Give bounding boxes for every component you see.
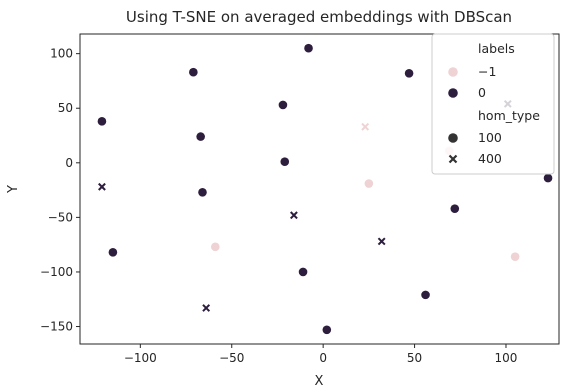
x-axis: −100 −50 0 50 100 bbox=[124, 344, 518, 365]
data-point bbox=[278, 100, 288, 110]
y-tick-label: 50 bbox=[58, 101, 73, 115]
data-point bbox=[280, 157, 290, 167]
plot-area-frame bbox=[79, 33, 560, 345]
data-point bbox=[304, 43, 313, 53]
legend-hue-title: labels bbox=[478, 41, 515, 56]
x-tick-label: −50 bbox=[219, 351, 244, 365]
legend-label-0: 0 bbox=[478, 85, 486, 100]
y-axis: −150 −100 −50 0 50 100 bbox=[40, 47, 80, 334]
data-point-x bbox=[361, 122, 370, 131]
data-point bbox=[510, 252, 520, 261]
x-tick-label: 50 bbox=[407, 351, 422, 365]
x-tick-label: 100 bbox=[495, 351, 518, 365]
data-point bbox=[364, 179, 374, 188]
legend-frame bbox=[431, 33, 555, 175]
y-axis-title: Y bbox=[6, 185, 21, 194]
data-point bbox=[189, 67, 198, 77]
data-point-x bbox=[98, 182, 106, 191]
legend: labels −1 0 hom_type 100 400 bbox=[431, 33, 555, 175]
data-point bbox=[196, 132, 205, 141]
data-point bbox=[210, 242, 220, 252]
data-point bbox=[97, 117, 107, 126]
y-tick-label: 100 bbox=[50, 47, 73, 61]
data-point bbox=[108, 248, 118, 257]
data-point-x bbox=[377, 237, 386, 246]
legend-label-neg1: −1 bbox=[478, 64, 496, 79]
legend-marker-circle bbox=[448, 133, 458, 143]
data-point-x bbox=[289, 211, 298, 220]
x-tick-label: 0 bbox=[319, 351, 327, 365]
y-tick-label: 0 bbox=[65, 156, 73, 170]
data-point bbox=[421, 290, 430, 300]
data-point bbox=[298, 267, 308, 277]
legend-style-400: 400 bbox=[478, 151, 502, 166]
data-point bbox=[198, 187, 207, 197]
data-point bbox=[404, 68, 414, 78]
y-tick-label: −150 bbox=[40, 320, 73, 334]
legend-style-title: hom_type bbox=[478, 108, 540, 123]
data-point-x bbox=[202, 304, 211, 312]
data-point bbox=[450, 204, 460, 213]
legend-style-100: 100 bbox=[478, 130, 502, 145]
legend-marker-label-0 bbox=[448, 88, 458, 98]
x-tick-label: −100 bbox=[124, 351, 157, 365]
data-point bbox=[543, 173, 553, 183]
legend-marker-label-neg1 bbox=[448, 67, 458, 77]
y-tick-label: −50 bbox=[48, 210, 73, 224]
y-tick-label: −100 bbox=[40, 265, 73, 279]
chart-title: Using T-SNE on averaged embeddings with … bbox=[126, 8, 512, 26]
data-point bbox=[322, 325, 332, 335]
x-axis-title: X bbox=[315, 374, 324, 389]
legend-marker-x bbox=[448, 154, 458, 164]
